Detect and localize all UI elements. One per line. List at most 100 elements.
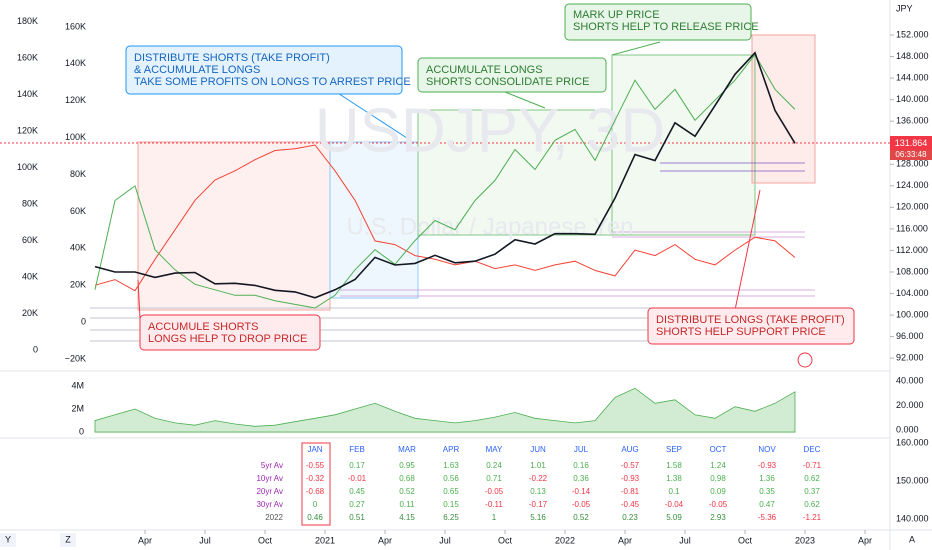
table-cell: 0.51 bbox=[349, 513, 365, 522]
table-cell: 1.24 bbox=[710, 461, 726, 470]
y-tick-label: 2M bbox=[71, 403, 84, 413]
table-cell: -0.81 bbox=[621, 487, 640, 496]
row-label: 5yr Av bbox=[261, 461, 283, 470]
y2-tick-label: 40.000 bbox=[896, 375, 924, 385]
table-cell: 0.46 bbox=[307, 513, 323, 522]
table-cell: -0.17 bbox=[529, 500, 548, 509]
y2-tick-label: 180K bbox=[17, 16, 38, 26]
x-tick-label: Jul bbox=[199, 535, 211, 545]
annotation-box bbox=[647, 307, 855, 345]
annotation-box bbox=[125, 45, 403, 95]
x-tick-label: 2021 bbox=[315, 535, 335, 545]
table-cell: -0.71 bbox=[803, 461, 822, 470]
y2-tick-label: 80K bbox=[22, 199, 38, 209]
annotation-text: LONGS HELP TO DROP PRICE bbox=[148, 333, 307, 345]
annotation-text: TAKE SOME PROFITS ON LONGS TO ARREST PRI… bbox=[134, 76, 411, 88]
table-cell: 5.16 bbox=[530, 513, 546, 522]
zone bbox=[329, 141, 419, 299]
table-cell: 0.16 bbox=[573, 461, 589, 470]
volume-area bbox=[94, 387, 796, 433]
annotation-box bbox=[417, 57, 607, 93]
table-cell: 0.98 bbox=[710, 474, 726, 483]
y2-tick-label: 60K bbox=[22, 235, 38, 245]
table-cell: -0.01 bbox=[348, 474, 367, 483]
y-tick-label: 148.000 bbox=[896, 51, 929, 61]
button-bg bbox=[60, 533, 76, 547]
table-header: OCT bbox=[710, 445, 727, 454]
row-label: 2022 bbox=[265, 513, 283, 522]
table-header: DEC bbox=[804, 445, 821, 454]
table-cell: -0.45 bbox=[621, 500, 640, 509]
y-tick-label: 96.000 bbox=[896, 331, 924, 341]
y3-tick-label: 160K bbox=[65, 21, 86, 31]
watermark: USDJPY, 3D bbox=[315, 96, 665, 165]
table-header: MAR bbox=[398, 445, 416, 454]
button[interactable]: Z bbox=[65, 534, 71, 544]
zone bbox=[137, 141, 331, 311]
table-cell: 0.13 bbox=[530, 487, 546, 496]
button[interactable]: Y bbox=[5, 534, 11, 544]
countdown-tag bbox=[890, 150, 932, 160]
table-cell: 0.52 bbox=[399, 487, 415, 496]
y2-tick-label: 0 bbox=[33, 344, 38, 354]
annotation-text: SHORTS CONSOLIDATE PRICE bbox=[426, 76, 589, 88]
table-cell: 0.62 bbox=[804, 500, 820, 509]
table-cell: 0.23 bbox=[622, 513, 638, 522]
y3-tick-label: 0 bbox=[81, 316, 86, 326]
y3-tick-label: 140K bbox=[65, 58, 86, 68]
x-tick-label: Oct bbox=[738, 535, 753, 545]
table-cell: 1.01 bbox=[530, 461, 546, 470]
table-cell: -0.14 bbox=[572, 487, 591, 496]
y-tick-label: 4M bbox=[71, 380, 84, 390]
table-cell: -0.93 bbox=[758, 461, 777, 470]
table-cell: -0.04 bbox=[665, 500, 684, 509]
y-tick-label: 104.000 bbox=[896, 288, 929, 298]
annotation-text: ACCUMULATE LONGS bbox=[426, 64, 543, 76]
x-tick-label: Jul bbox=[439, 535, 451, 545]
y3-tick-label: −20K bbox=[65, 353, 86, 363]
price-tag bbox=[890, 136, 932, 151]
annotation-box bbox=[564, 3, 752, 41]
table-cell: 0.95 bbox=[399, 461, 415, 470]
annotation-text: DISTRIBUTE SHORTS (TAKE PROFIT) bbox=[134, 52, 330, 64]
table-cell: 0.27 bbox=[349, 500, 365, 509]
y-tick-label: 108.000 bbox=[896, 266, 929, 276]
table-header: SEP bbox=[666, 445, 682, 454]
y-tick-label: 128.000 bbox=[896, 159, 929, 169]
table-cell: 5.09 bbox=[666, 513, 682, 522]
table-cell: 1.58 bbox=[666, 461, 682, 470]
table-cell: -5.36 bbox=[758, 513, 777, 522]
series-line bbox=[94, 144, 796, 292]
y-tick-label: 120.000 bbox=[896, 202, 929, 212]
table-cell: 0.1 bbox=[668, 487, 680, 496]
annotation-text: SHORTS HELP TO RELEASE PRICE bbox=[573, 21, 759, 33]
button[interactable]: A bbox=[909, 534, 915, 544]
x-tick-label: 2023 bbox=[795, 535, 815, 545]
annotation-text: SHORTS HELP SUPPORT PRICE bbox=[656, 326, 826, 338]
zone bbox=[417, 109, 613, 236]
button-bg bbox=[0, 533, 16, 547]
watermark-sub: U.S. Dollar / Japanese Yen bbox=[347, 213, 634, 240]
annotations bbox=[125, 3, 855, 351]
table-cell: 2.93 bbox=[710, 513, 726, 522]
annotation-text: MARK UP PRICE bbox=[573, 9, 660, 21]
annotation-box bbox=[139, 314, 321, 351]
annotation-text: ACCUMULE SHORTS bbox=[148, 321, 258, 333]
y-tick-label: 152.000 bbox=[896, 29, 929, 39]
table-header: JUN bbox=[530, 445, 546, 454]
y-tick-label: 116.000 bbox=[896, 223, 928, 233]
table-header: FEB bbox=[349, 445, 365, 454]
zone bbox=[751, 34, 816, 184]
table-cell: 0.11 bbox=[400, 500, 416, 509]
table-cell: 0.45 bbox=[349, 487, 365, 496]
y2-tick-label: 40K bbox=[22, 271, 38, 281]
table-cell: 0.09 bbox=[710, 487, 726, 496]
table-cell: 0.65 bbox=[443, 487, 459, 496]
table-cell: 4.15 bbox=[399, 513, 415, 522]
x-tick-label: Apr bbox=[618, 535, 632, 545]
callout-lines bbox=[137, 41, 761, 319]
x-tick-label: Apr bbox=[858, 535, 872, 545]
alert-icon bbox=[797, 352, 813, 368]
y2-tick-label: 100K bbox=[17, 162, 38, 172]
